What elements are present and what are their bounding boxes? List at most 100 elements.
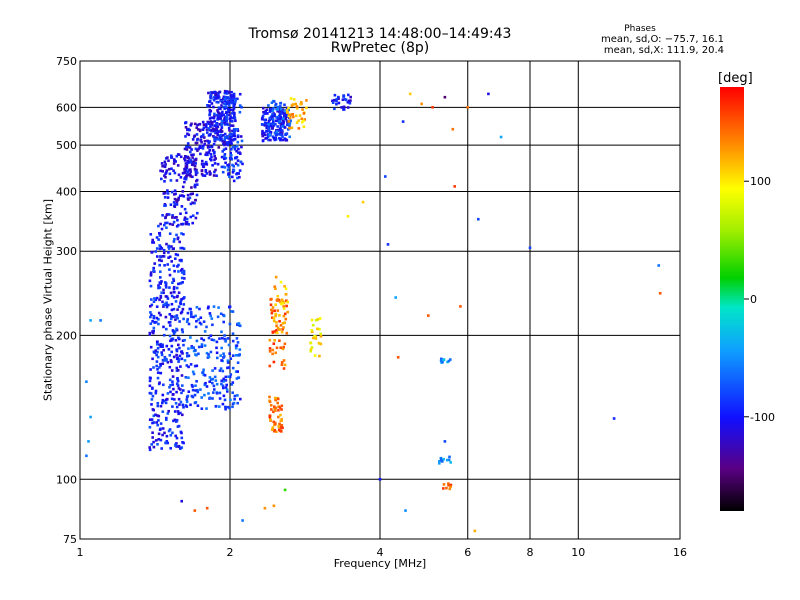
- data-point: [175, 420, 178, 423]
- data-point: [208, 112, 212, 116]
- data-point: [223, 132, 227, 136]
- data-point: [191, 175, 194, 179]
- data-point: [159, 270, 162, 273]
- data-point: [181, 384, 184, 387]
- data-point: [215, 340, 219, 344]
- data-point: [276, 326, 280, 330]
- data-point: [232, 92, 236, 96]
- data-point: [221, 384, 225, 388]
- data-point: [155, 364, 158, 368]
- data-point: [210, 317, 214, 320]
- data-point: [218, 337, 221, 340]
- data-point: [148, 448, 152, 452]
- data-point: [179, 411, 182, 415]
- data-point: [167, 348, 171, 351]
- data-point: [287, 106, 290, 110]
- data-point: [197, 352, 200, 356]
- data-point: [233, 145, 237, 149]
- y-axis-label: Stationary phase Virtual Height [km]: [41, 198, 55, 402]
- data-point: [216, 116, 220, 120]
- data-point: [230, 310, 233, 313]
- data-point: [231, 171, 235, 174]
- data-point: [179, 299, 183, 302]
- data-point: [204, 160, 208, 164]
- data-point: [161, 345, 164, 348]
- data-point: [187, 322, 191, 326]
- data-point: [151, 250, 154, 254]
- data-point: [231, 366, 235, 370]
- data-point: [229, 357, 233, 360]
- data-point: [199, 144, 202, 148]
- data-point: [260, 123, 264, 126]
- data-point: [229, 156, 232, 160]
- data-point: [233, 147, 237, 151]
- data-point: [277, 120, 281, 124]
- data-point: [282, 345, 285, 349]
- data-point: [229, 119, 232, 123]
- data-point: [167, 321, 171, 324]
- data-point: [203, 374, 207, 377]
- data-point: [276, 109, 279, 113]
- data-point: [231, 175, 234, 179]
- data-point: [149, 322, 153, 325]
- data-point: [160, 259, 163, 263]
- data-point: [181, 246, 184, 250]
- data-point: [238, 169, 242, 172]
- data-point: [175, 349, 179, 353]
- data-point: [179, 281, 183, 285]
- data-point: [163, 180, 166, 183]
- data-point: [168, 232, 172, 235]
- data-point: [177, 305, 181, 308]
- data-point: [210, 145, 214, 149]
- data-point: [166, 297, 170, 300]
- data-point: [234, 370, 238, 373]
- data-point: [279, 280, 283, 284]
- data-point: [278, 110, 281, 113]
- data-point: [155, 421, 158, 424]
- colorbar: [720, 87, 744, 511]
- data-point: [161, 362, 165, 365]
- data-point: [220, 330, 223, 334]
- data-point: [169, 179, 173, 182]
- data-point: [230, 101, 234, 105]
- data-point: [290, 126, 294, 130]
- data-point: [165, 418, 168, 421]
- data-point: [190, 148, 193, 151]
- data-point: [283, 109, 287, 112]
- data-point: [233, 397, 236, 401]
- data-point: [263, 121, 267, 125]
- data-point: [210, 96, 213, 100]
- y-tick-label: 200: [56, 329, 77, 342]
- data-point: [162, 288, 165, 292]
- data-point: [177, 153, 181, 156]
- data-point: [230, 108, 234, 112]
- data-point: [180, 431, 183, 435]
- data-point: [207, 336, 211, 340]
- data-point: [151, 431, 154, 434]
- data-point: [224, 386, 228, 389]
- data-point: [214, 168, 217, 172]
- data-point: [172, 169, 175, 172]
- data-point: [218, 405, 221, 408]
- data-point: [277, 107, 281, 111]
- data-point: [162, 383, 165, 387]
- data-point: [157, 322, 160, 326]
- data-point: [158, 234, 162, 237]
- data-point: [160, 447, 163, 450]
- data-point: [272, 316, 276, 320]
- data-point: [234, 354, 238, 357]
- data-point: [313, 354, 317, 357]
- data-point: [221, 110, 224, 114]
- data-point: [319, 335, 323, 338]
- data-point: [278, 406, 282, 409]
- data-point: [200, 141, 203, 144]
- data-point: [278, 429, 282, 433]
- data-point: [215, 122, 218, 126]
- data-point: [183, 167, 186, 171]
- data-point: [438, 462, 441, 465]
- data-point: [163, 223, 166, 227]
- data-point: [181, 330, 184, 334]
- data-point: [228, 113, 231, 117]
- data-point: [170, 245, 173, 248]
